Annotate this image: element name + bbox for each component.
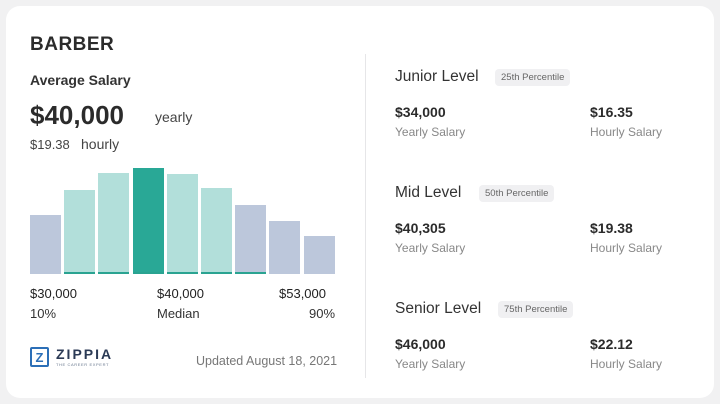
mid-yearly-salary: $40,305 bbox=[395, 220, 446, 236]
histogram-bar-base bbox=[201, 272, 232, 274]
scale-high-value: $53,000 bbox=[279, 286, 326, 301]
histogram-bar bbox=[201, 188, 232, 274]
junior-yearly-salary: $34,000 bbox=[395, 104, 446, 120]
scale-low-label: 10% bbox=[30, 306, 57, 321]
salary-distribution-chart bbox=[30, 168, 335, 274]
histogram-bar-base bbox=[235, 272, 267, 274]
histogram-bar bbox=[166, 174, 198, 274]
histogram-bar bbox=[98, 173, 130, 274]
senior-level-title: Senior Level bbox=[395, 300, 482, 317]
senior-hourly-salary: $22.12 bbox=[590, 336, 633, 352]
mid-yearly-label: Yearly Salary bbox=[395, 241, 466, 255]
updated-date: Updated August 18, 2021 bbox=[196, 354, 338, 368]
junior-percentile-badge: 25th Percentile bbox=[495, 69, 571, 86]
histogram-bar bbox=[64, 190, 96, 274]
salary-card: BARBER Average Salary $40,000 yearly $19… bbox=[6, 6, 714, 398]
histogram-bar bbox=[303, 235, 335, 274]
senior-percentile-badge: 75th Percentile bbox=[498, 301, 574, 318]
zippia-logo-icon: Z bbox=[30, 347, 49, 367]
junior-hourly-salary: $16.35 bbox=[590, 104, 633, 120]
scale-median-label: Median bbox=[157, 306, 200, 321]
mid-hourly-label: Hourly Salary bbox=[590, 241, 663, 255]
job-title: BARBER bbox=[30, 34, 115, 55]
hourly-unit-label: hourly bbox=[81, 136, 120, 152]
histogram-bar bbox=[235, 205, 267, 274]
histogram-bar-base bbox=[64, 272, 96, 274]
divider bbox=[365, 54, 366, 378]
zippia-logo[interactable]: Z ZIPPIA THE CAREER EXPERT bbox=[30, 347, 113, 367]
scale-median-value: $40,000 bbox=[157, 286, 204, 301]
junior-yearly-label: Yearly Salary bbox=[395, 125, 466, 139]
mid-hourly-salary: $19.38 bbox=[590, 220, 633, 236]
mid-percentile-badge: 50th Percentile bbox=[479, 185, 555, 202]
average-hourly-salary: $19.38 bbox=[30, 137, 70, 152]
senior-yearly-salary: $46,000 bbox=[395, 336, 446, 352]
histogram-bar bbox=[30, 214, 61, 274]
brand-name: ZIPPIA bbox=[56, 346, 114, 362]
histogram-bar bbox=[132, 168, 164, 274]
average-yearly-salary: $40,000 bbox=[30, 100, 124, 130]
histogram-bar bbox=[269, 221, 301, 274]
mid-level-title: Mid Level bbox=[395, 184, 462, 201]
histogram-bar-base bbox=[132, 272, 164, 274]
scale-low-value: $30,000 bbox=[30, 286, 77, 301]
senior-yearly-label: Yearly Salary bbox=[395, 357, 466, 371]
yearly-unit-label: yearly bbox=[155, 109, 193, 125]
brand-tagline: THE CAREER EXPERT bbox=[56, 362, 110, 367]
senior-hourly-label: Hourly Salary bbox=[590, 357, 663, 371]
histogram-bar-base bbox=[166, 272, 198, 274]
average-salary-label: Average Salary bbox=[30, 72, 131, 88]
junior-level-title: Junior Level bbox=[395, 68, 479, 85]
junior-hourly-label: Hourly Salary bbox=[590, 125, 663, 139]
scale-high-label: 90% bbox=[309, 306, 336, 321]
histogram-bar-base bbox=[98, 272, 130, 274]
